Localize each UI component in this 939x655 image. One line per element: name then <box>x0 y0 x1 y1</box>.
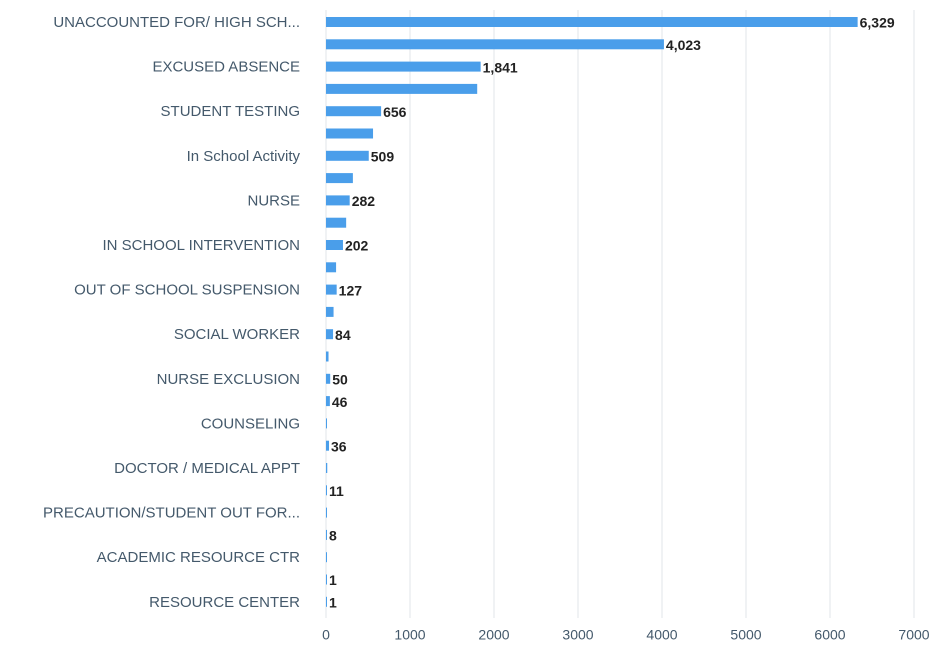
bar <box>326 351 329 362</box>
value-label: 11 <box>329 483 344 499</box>
bar <box>326 329 334 340</box>
bar <box>326 463 328 473</box>
x-tick-label: 3000 <box>562 627 593 643</box>
bar <box>326 284 337 295</box>
value-label: 50 <box>332 372 348 388</box>
bar <box>326 373 331 384</box>
category-label: In School Activity <box>187 148 301 165</box>
value-label: 8 <box>329 528 337 544</box>
bar <box>326 217 347 228</box>
category-label: NURSE <box>247 192 300 209</box>
bar <box>326 396 330 407</box>
value-label: 656 <box>383 104 407 120</box>
bar <box>326 195 350 206</box>
value-label: 1 <box>329 595 337 611</box>
bar <box>326 39 664 50</box>
category-label: RESOURCE CENTER <box>149 594 300 611</box>
bar <box>326 83 478 94</box>
bar <box>326 150 369 161</box>
value-label: 202 <box>345 238 369 254</box>
category-label: PRECAUTION/STUDENT OUT FOR... <box>43 505 300 522</box>
category-label: STUDENT TESTING <box>161 103 300 120</box>
bar <box>326 240 343 250</box>
bar <box>326 485 327 496</box>
bar <box>326 418 327 429</box>
x-tick-label: 4000 <box>646 627 677 643</box>
value-label: 46 <box>332 394 348 410</box>
x-tick-label: 5000 <box>730 627 761 643</box>
category-label: OUT OF SCHOOL SUSPENSION <box>74 282 300 299</box>
bar <box>326 61 481 72</box>
category-label: ACADEMIC RESOURCE CTR <box>97 549 301 566</box>
value-label: 1,841 <box>483 59 518 75</box>
category-label: NURSE EXCLUSION <box>157 371 300 388</box>
x-tick-label: 7000 <box>898 627 929 643</box>
bar <box>326 128 374 139</box>
x-tick-label: 6000 <box>814 627 845 643</box>
bar <box>326 306 334 317</box>
bar <box>326 173 353 184</box>
value-label: 1 <box>329 572 337 588</box>
category-label: SOCIAL WORKER <box>174 326 300 343</box>
category-label: UNACCOUNTED FOR/ HIGH SCH... <box>53 14 300 31</box>
value-label: 84 <box>335 327 351 343</box>
value-label: 36 <box>331 438 347 454</box>
value-label: 127 <box>339 282 363 298</box>
value-label: 6,329 <box>860 15 895 31</box>
bar <box>326 106 382 117</box>
x-tick-label: 1000 <box>394 627 425 643</box>
value-label: 282 <box>352 193 376 209</box>
category-label: DOCTOR / MEDICAL APPT <box>114 460 300 477</box>
bar <box>326 529 327 540</box>
bar <box>326 440 330 451</box>
category-label: EXCUSED ABSENCE <box>152 59 300 76</box>
category-label: COUNSELING <box>201 415 300 432</box>
bar <box>326 596 327 607</box>
value-label: 4,023 <box>666 37 701 53</box>
value-label: 509 <box>371 149 395 165</box>
x-tick-label: 0 <box>322 627 330 643</box>
category-label: IN SCHOOL INTERVENTION <box>102 237 300 254</box>
bar <box>326 17 858 27</box>
bar <box>326 552 327 563</box>
x-tick-label: 2000 <box>478 627 509 643</box>
bar <box>326 574 327 585</box>
bar <box>326 262 337 273</box>
bar <box>326 507 327 518</box>
